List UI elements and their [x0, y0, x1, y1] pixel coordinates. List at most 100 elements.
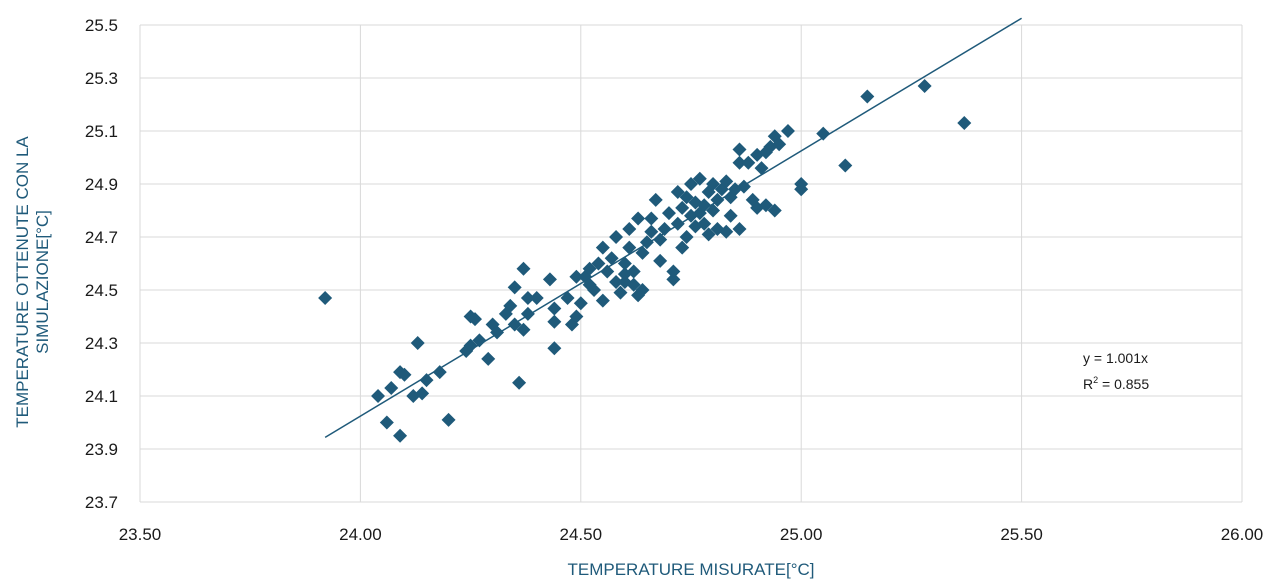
data-point: [679, 230, 694, 244]
data-point: [587, 283, 602, 297]
y-tick-label: 24.1: [85, 387, 118, 406]
data-point: [732, 142, 747, 157]
data-point: [609, 230, 624, 244]
x-tick-label: 26.00: [1221, 525, 1264, 544]
equation-label: y = 1.001x: [1083, 350, 1148, 366]
data-point: [393, 428, 408, 443]
data-point: [516, 322, 531, 337]
data-point: [472, 333, 487, 348]
data-point: [719, 224, 734, 239]
data-point: [780, 124, 795, 138]
r-squared-label: R2 = 0.855: [1083, 375, 1149, 392]
data-point: [697, 216, 712, 231]
data-point: [741, 155, 756, 170]
data-point: [670, 184, 685, 199]
data-point: [767, 203, 782, 218]
data-point: [626, 277, 641, 292]
data-point: [582, 261, 597, 276]
data-point: [560, 290, 575, 305]
data-point: [384, 381, 399, 396]
data-point: [957, 116, 972, 131]
data-point: [547, 314, 562, 329]
data-point: [520, 290, 535, 305]
data-point: [617, 256, 632, 271]
data-point: [657, 222, 672, 237]
data-point: [622, 222, 637, 237]
data-point: [675, 240, 690, 255]
y-tick-label: 24.5: [85, 281, 118, 300]
data-point: [684, 177, 698, 191]
data-point: [626, 264, 641, 279]
data-point: [463, 338, 478, 353]
data-point: [410, 336, 425, 350]
data-point: [415, 386, 430, 401]
data-point: [507, 317, 522, 332]
data-point: [706, 177, 721, 191]
data-point: [758, 198, 773, 213]
data-point: [675, 200, 690, 215]
data-point: [595, 293, 610, 308]
x-tick-labels: 23.50 24.00 24.50 25.00 25.50 26.00: [119, 525, 1264, 544]
data-point: [397, 367, 412, 382]
data-point: [754, 161, 769, 176]
x-tick-label: 23.50: [119, 525, 162, 544]
data-point: [723, 208, 738, 223]
data-point: [604, 251, 619, 266]
data-point: [595, 240, 610, 255]
data-point: [838, 158, 853, 173]
data-point: [692, 171, 707, 186]
data-point: [569, 309, 584, 324]
data-point: [432, 365, 447, 380]
data-point: [613, 285, 628, 300]
data-point: [670, 216, 685, 231]
data-point: [490, 325, 505, 340]
data-point: [860, 89, 875, 104]
data-point: [644, 224, 659, 239]
data-point: [648, 192, 663, 207]
data-point: [635, 283, 650, 297]
data-point: [600, 264, 615, 279]
y-axis-title: TEMPERATURE OTTENUTE CON LA SIMULAZIONE[…: [13, 136, 52, 428]
data-point: [732, 155, 747, 170]
y-tick-label: 23.7: [85, 493, 118, 512]
data-point: [732, 222, 747, 237]
data-point: [441, 412, 456, 427]
y-tick-label: 24.3: [85, 334, 118, 353]
x-tick-label: 24.50: [560, 525, 603, 544]
data-point: [529, 290, 544, 305]
data-point: [794, 182, 809, 197]
r-squared-sup: 2: [1093, 375, 1098, 385]
x-axis-title: TEMPERATURE MISURATE[°C]: [567, 560, 814, 579]
data-point: [661, 206, 676, 221]
data-point: [609, 275, 624, 290]
data-point: [419, 373, 434, 388]
y-tick-label: 24.7: [85, 228, 118, 247]
x-tick-label: 25.50: [1000, 525, 1043, 544]
data-point: [917, 78, 932, 93]
data-point: [547, 341, 562, 356]
data-point: [719, 174, 734, 189]
data-point: [736, 179, 751, 194]
data-point: [653, 232, 668, 247]
x-tick-label: 25.00: [780, 525, 823, 544]
y-axis-title-line-2: SIMULAZIONE[°C]: [33, 210, 52, 354]
y-tick-label: 23.9: [85, 440, 118, 459]
data-point: [520, 306, 535, 321]
y-tick-label: 25.3: [85, 69, 118, 88]
data-point: [679, 190, 694, 205]
data-point: [503, 298, 518, 313]
data-point: [507, 280, 522, 295]
data-point: [635, 245, 650, 260]
trendline: [324, 17, 1022, 439]
r-squared-r: R: [1083, 376, 1093, 392]
data-point: [318, 290, 333, 305]
data-point: [569, 269, 584, 284]
data-point: [468, 312, 483, 327]
x-tick-label: 24.00: [339, 525, 382, 544]
data-point: [772, 137, 787, 152]
data-point: [701, 227, 716, 242]
data-point: [379, 415, 394, 430]
data-point: [573, 296, 588, 311]
data-point: [516, 261, 531, 276]
